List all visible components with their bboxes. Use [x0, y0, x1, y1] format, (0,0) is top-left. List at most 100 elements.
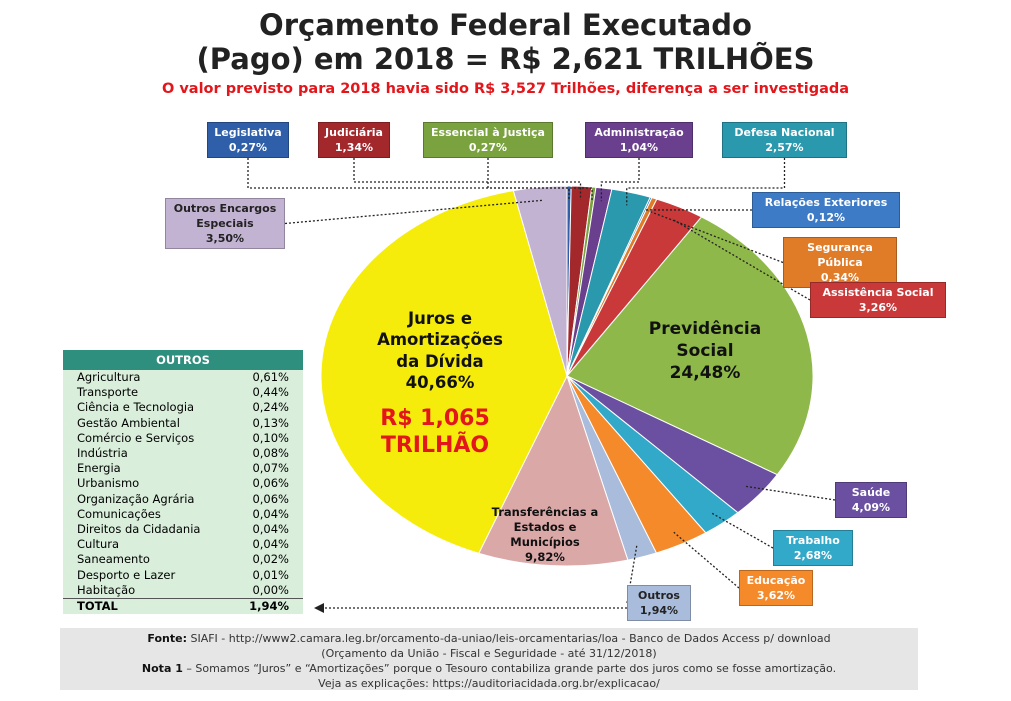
- row-value: 0,04%: [252, 537, 289, 552]
- row-value: 0,04%: [252, 506, 289, 521]
- row-name: Transporte: [77, 385, 139, 400]
- source: SIAFI - http://www2.camara.leg.br/orcame…: [190, 632, 831, 645]
- row-name: Cultura: [77, 537, 120, 552]
- row-name: Ciência e Tecnologia: [77, 400, 195, 415]
- leader-line: [487, 158, 593, 201]
- table-row: Desporto e Lazer 0,01%: [63, 568, 303, 583]
- leader-line: [284, 199, 542, 225]
- table-row: Ciência e Tecnologia 0,24%: [63, 400, 303, 415]
- row-name: Direitos da Cidadania: [77, 522, 201, 537]
- leader-line: [648, 210, 784, 264]
- callout-box: Administração 1,04%: [585, 122, 693, 158]
- row-value: 0,08%: [252, 446, 289, 461]
- slice-value: 9,82%: [525, 549, 565, 564]
- table-row: Urbanismo 0,06%: [63, 476, 303, 491]
- callout-value: 0,12%: [806, 211, 846, 224]
- others-table: OUTROS Agricultura 0,61% Transporte 0,44% Ci…: [63, 350, 303, 615]
- table-title: OUTROS: [63, 350, 303, 370]
- leader-line: [600, 158, 640, 202]
- callout-value: 1,04%: [619, 141, 659, 154]
- callout-value: 0,27%: [468, 141, 508, 154]
- row-name: Energia: [77, 461, 121, 476]
- row-value: 0,24%: [252, 400, 289, 415]
- callout-name: Trabalho: [786, 534, 840, 547]
- note-line: Nota 1 – Somamos “Juros” e “Amortizações…: [60, 661, 918, 676]
- arrow-head: [314, 603, 324, 613]
- row-value: 0,04%: [252, 522, 289, 537]
- table-row: Gestão Ambiental 0,13%: [63, 416, 303, 431]
- callout-box: Assistência Social 3,26%: [810, 282, 946, 318]
- callout-box: Saúde 4,09%: [835, 482, 907, 518]
- slice-value: 40,66%: [405, 373, 475, 393]
- callout-box: Segurança Pública 0,34%: [783, 237, 897, 288]
- row-name: Habitação: [77, 582, 136, 597]
- table-total: TOTAL 1,94%: [63, 598, 303, 614]
- pie-slice: [566, 216, 814, 476]
- row-value: 0,61%: [252, 370, 289, 384]
- callout-box: Judiciária 1,34%: [318, 122, 390, 158]
- callout-box: Educação 3,62%: [739, 570, 813, 606]
- table-row: Direitos da Cidadania 0,04%: [63, 522, 303, 537]
- callout-box: Legislativa 0,27%: [207, 122, 289, 158]
- table-row: Organização Agrária 0,06%: [63, 492, 303, 507]
- callout-name: Essencial à Justiça: [431, 126, 545, 139]
- slice-name: Transferências a Estados e Municípios: [491, 505, 599, 549]
- title-line: Orçamento Federal Executado: [259, 8, 752, 42]
- slice-name: Juros e Amortizações da Dívida: [377, 309, 503, 371]
- row-name: Indústria: [77, 446, 128, 461]
- row-name: Saneamento: [77, 552, 150, 567]
- row-name: Urbanismo: [77, 476, 140, 491]
- slice-label: Previdência Social 24,48%: [640, 318, 770, 384]
- row-name: Organização Agrária: [77, 491, 195, 506]
- callout-name: Legislativa: [214, 126, 282, 139]
- row-value: 0,44%: [252, 385, 289, 400]
- table-row: Indústria 0,08%: [63, 446, 303, 461]
- note-line-2: Veja as explicações: https://auditoriaci…: [318, 677, 660, 690]
- slice-name: Previdência Social: [648, 319, 762, 362]
- row-value: 0,06%: [252, 491, 289, 506]
- callout-box: Outros Encargos Especiais 3,50%: [165, 198, 285, 249]
- leader-line: [745, 485, 836, 501]
- callout-name: Segurança Pública: [807, 241, 873, 269]
- row-value: 0,01%: [252, 567, 289, 582]
- callout-box: Outros 1,94%: [627, 585, 691, 621]
- callout-value: 3,26%: [858, 301, 898, 314]
- callout-name: Administração: [594, 126, 684, 139]
- callout-value: 2,57%: [765, 141, 804, 154]
- table-row: Agricultura 0,61%: [63, 370, 303, 385]
- callout-name: Relações Exteriores: [764, 196, 888, 209]
- leader-line: [673, 531, 740, 589]
- callout-box: Defesa Nacional 2,57%: [722, 122, 847, 158]
- callout-box: Essencial à Justiça 0,27%: [423, 122, 553, 158]
- callout-value: 0,34%: [820, 271, 860, 284]
- table-row: Comunicações 0,04%: [63, 507, 303, 522]
- row-value: 0,07%: [252, 461, 289, 476]
- leader-line: [711, 512, 774, 549]
- footer: Fonte: SIAFI - http://www2.camara.leg.br…: [60, 628, 918, 690]
- callout-name: Outros: [638, 589, 680, 602]
- row-name: Comércio e Serviços: [77, 430, 195, 445]
- note: – Somamos “Juros” e “Amortizações” porqu…: [186, 662, 837, 675]
- note-label: Nota 1: [141, 662, 183, 675]
- callout-box: Relações Exteriores 0,12%: [752, 192, 900, 228]
- row-value: 0,02%: [252, 552, 289, 567]
- row-name: Desporto e Lazer: [77, 567, 176, 582]
- callout-name: Defesa Nacional: [734, 126, 835, 139]
- source-label: Fonte:: [147, 632, 187, 645]
- callout-value: 2,68%: [793, 549, 833, 562]
- leader-line: [247, 158, 570, 200]
- title-line: (Pago) em 2018 = R$ 2,621 TRILHÕES: [196, 42, 815, 76]
- leader-line: [626, 158, 786, 206]
- table-row: Comércio e Serviços 0,10%: [63, 431, 303, 446]
- leader-line: [353, 158, 582, 200]
- callout-value: 4,09%: [851, 501, 891, 514]
- row-name: Comunicações: [77, 506, 161, 521]
- callout-box: Trabalho 2,68%: [773, 530, 853, 566]
- pie-slice: [512, 185, 568, 377]
- table-row: Saneamento 0,02%: [63, 552, 303, 567]
- table-row: Energia 0,07%: [63, 461, 303, 476]
- table-row: Transporte 0,44%: [63, 385, 303, 400]
- callout-name: Educação: [746, 574, 806, 587]
